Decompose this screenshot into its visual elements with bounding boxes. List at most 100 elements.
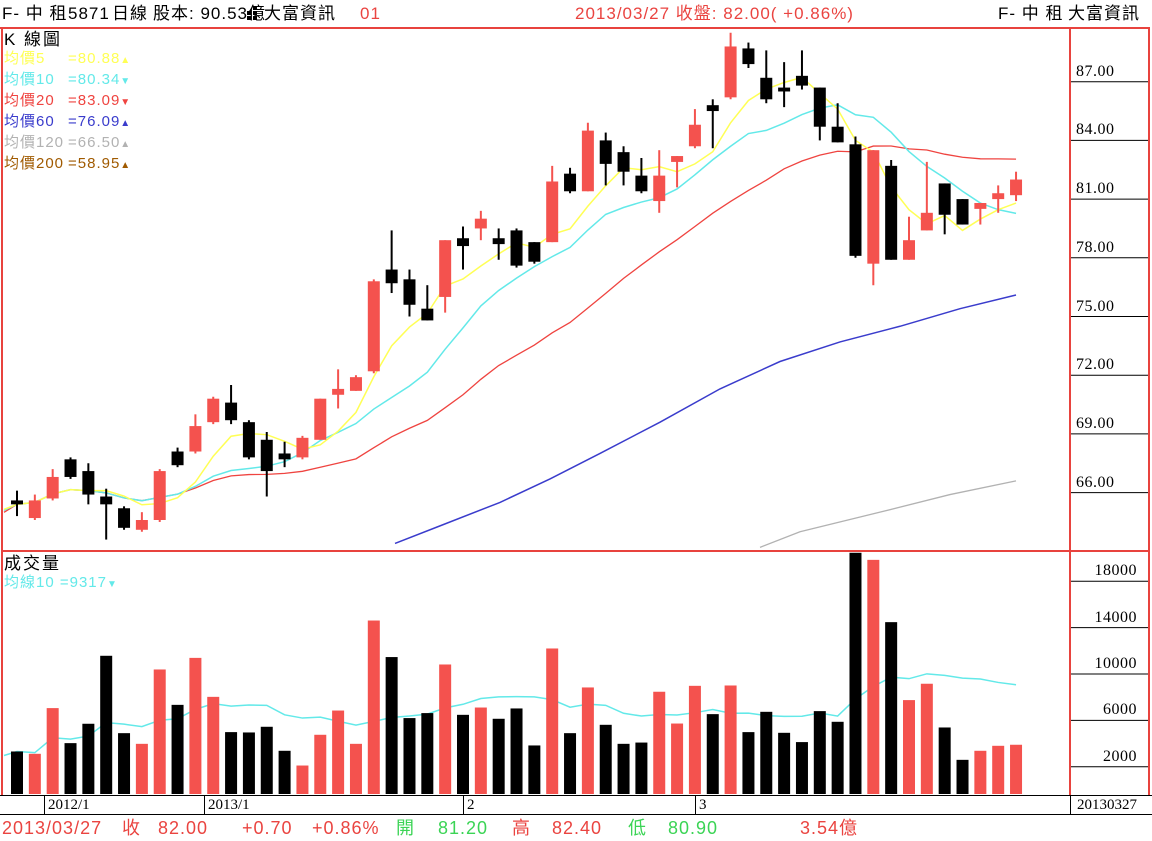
candlestick (457, 226, 469, 270)
ma-legend-label: 均價5 (4, 50, 46, 67)
volume-bar (956, 759, 969, 794)
ma-legend-value: =76.09 (68, 113, 121, 130)
volume-bar (171, 704, 184, 794)
volume-ma-label: 均線10 (4, 574, 55, 591)
header-right-stock: F- 中 租 (998, 4, 1064, 23)
candlestick (903, 216, 915, 260)
volume-pane-title: 成交量 (4, 554, 61, 573)
volume-bar (118, 733, 131, 794)
volume-axis-label: 10000 (1094, 655, 1137, 672)
price-axis-label: 78.00 (1076, 238, 1115, 256)
volume-bar (671, 723, 684, 794)
candlestick (813, 87, 826, 141)
header-bar: F- 中 租 5871 日線 股本: 90.53億 大富資訊 01 2013/0… (0, 0, 1152, 27)
volume-bar (742, 732, 755, 794)
candlestick (849, 136, 862, 258)
volume-bar (688, 685, 701, 794)
xaxis-bottom-line (0, 814, 1152, 815)
candlestick (635, 158, 648, 194)
period-label[interactable]: 日線 (112, 4, 148, 23)
volume-bar (260, 726, 273, 794)
volume-bar (421, 713, 434, 794)
volume-bar (385, 657, 398, 794)
volume-bar (867, 559, 880, 794)
volume-bar (46, 708, 59, 794)
ma10-line (3, 104, 1017, 512)
candlestick (421, 285, 434, 321)
volume-bar (760, 711, 773, 794)
ma5-line (3, 76, 1017, 511)
candlestick (439, 240, 452, 313)
pane-divider (1, 550, 1150, 552)
candlestick (938, 183, 951, 235)
ma-trend-icon: ▲ (120, 118, 132, 129)
candlestick (956, 199, 969, 225)
stock-code: 5871 (68, 4, 110, 23)
pane-border-top (0, 27, 1150, 29)
candlestick (974, 203, 987, 225)
ma-legend-value: =80.34 (68, 71, 121, 88)
volume-bar (153, 669, 166, 794)
candlestick (46, 469, 59, 501)
vendor-name: 大富資訊 (264, 4, 336, 23)
volume-bar (795, 742, 808, 794)
candlestick (260, 431, 273, 497)
volume-axis-label: 14000 (1094, 608, 1137, 626)
volume-bar (349, 743, 362, 794)
ma-legend-value: =83.09 (68, 92, 121, 109)
ma-legend-row: 均價10 =80.34▼ (4, 70, 131, 91)
volume-ma-trend-icon: ▼ (107, 579, 118, 590)
volume-bar (938, 727, 951, 794)
candlestick (1010, 171, 1023, 202)
volume-bar (135, 743, 148, 794)
status-item: 80.90 (668, 818, 719, 838)
volume-bar (992, 745, 1005, 794)
status-item: 低 (628, 818, 647, 838)
price-axis-label: 75.00 (1076, 297, 1115, 315)
header-quote: 2013/03/27 收盤: 82.00( +0.86%) (575, 4, 854, 23)
price-axis-label: 87.00 (1076, 62, 1115, 80)
volume-bar (813, 711, 826, 794)
candlestick (724, 32, 737, 100)
xaxis-month-label: 3 (699, 797, 707, 813)
xaxis-month-tick (695, 795, 696, 814)
ma-trend-icon: ▲ (120, 160, 132, 171)
candlestick (349, 375, 362, 391)
candlestick (992, 185, 1005, 213)
status-item: 2013/03/27 (2, 818, 103, 838)
candlestick (671, 156, 684, 188)
xaxis-month-tick (204, 795, 205, 814)
ma-trend-icon: ▼ (120, 97, 132, 108)
volume-bar (28, 753, 41, 794)
pane-border-left (1, 27, 3, 795)
candlestick (296, 435, 309, 460)
candlestick (403, 269, 416, 317)
ma-legend-label: 均價10 (4, 71, 55, 88)
volume-bar (564, 733, 577, 794)
candlestick (688, 109, 701, 149)
volume-bar (1010, 744, 1023, 794)
candlestick (564, 167, 577, 194)
candlestick (28, 494, 41, 521)
price-axis-label: 72.00 (1076, 356, 1115, 374)
status-item: 81.20 (438, 818, 489, 838)
volume-bar (242, 732, 255, 794)
candlestick (225, 384, 238, 425)
candlestick (546, 165, 559, 243)
candlestick (242, 420, 255, 460)
ma-legend-row: 均價120 =66.50▲ (4, 133, 131, 154)
volume-bar (635, 742, 648, 794)
volume-bar (778, 732, 791, 794)
candlestick (207, 396, 220, 425)
candlestick (332, 369, 345, 409)
price-axis-label: 84.00 (1076, 121, 1115, 139)
volume-bar (225, 732, 238, 794)
volume-bar (903, 700, 915, 794)
ma-legend-value: =58.95 (68, 155, 121, 172)
ma-legend-row: 均價200 =58.95▲ (4, 154, 131, 175)
volume-bar (474, 707, 487, 794)
candlestick (474, 210, 487, 241)
xaxis-month-label: 2012/1 (48, 797, 90, 813)
